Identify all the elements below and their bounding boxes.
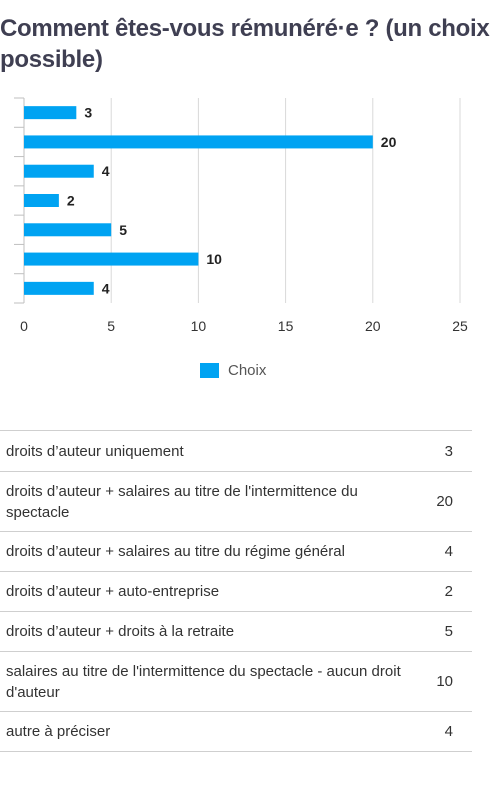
table-row: autre à préciser 4 — [0, 712, 472, 752]
table-row: droits d’auteur + auto-entreprise 2 — [0, 572, 472, 612]
bar — [24, 223, 112, 237]
x-tick-label: 25 — [452, 318, 468, 334]
x-tick-label: 15 — [278, 318, 294, 334]
data-label: 2 — [67, 193, 75, 209]
bar — [24, 252, 199, 266]
row-count: 4 — [444, 543, 453, 560]
row-count: 10 — [436, 673, 453, 690]
data-label: 4 — [102, 280, 110, 296]
x-tick-label: 10 — [191, 318, 207, 334]
row-label: droits d’auteur + droits à la retraite — [6, 623, 235, 640]
data-label: 10 — [206, 251, 222, 267]
bar — [24, 135, 373, 149]
row-count: 2 — [444, 583, 453, 600]
row-count: 20 — [436, 493, 453, 510]
row-label: droits d’auteur uniquement — [6, 442, 184, 460]
table-row: droits d’auteur + salaires au titre du r… — [0, 532, 472, 572]
row-label: droits d’auteur + salaires au titre du r… — [6, 543, 345, 560]
data-label: 20 — [381, 134, 397, 150]
results-table: droits d’auteur uniquement 3 droits d’au… — [0, 430, 472, 752]
bar — [24, 164, 94, 178]
row-label: salaires au titre de l'intermittence du … — [6, 662, 401, 701]
legend-label: Choix — [228, 362, 267, 379]
row-label: droits d’auteur + salaires au titre de l… — [6, 482, 358, 521]
x-tick-label: 20 — [365, 318, 381, 334]
data-label: 5 — [119, 222, 127, 238]
row-label: autre à préciser — [6, 723, 111, 740]
table-row: droits d’auteur + droits à la retraite 5 — [0, 612, 472, 652]
table-row: droits d’auteur + salaires au titre de l… — [0, 472, 472, 532]
bar — [24, 194, 59, 207]
bar — [24, 281, 94, 295]
data-label: 4 — [102, 163, 110, 179]
table-row: salaires au titre de l'intermittence du … — [0, 652, 472, 712]
row-count: 5 — [444, 623, 453, 640]
page-title: Comment êtes-vous rémunéré·e ? (un choix… — [0, 15, 490, 73]
data-label: 3 — [84, 105, 92, 121]
x-tick-label: 0 — [20, 318, 28, 334]
row-count: 3 — [444, 442, 453, 460]
x-tick-label: 5 — [107, 318, 115, 334]
row-count: 4 — [444, 723, 453, 740]
bar — [24, 106, 77, 120]
table-row: droits d’auteur uniquement 3 — [0, 431, 472, 472]
chart-legend[interactable]: Choix — [200, 362, 266, 379]
legend-swatch — [200, 363, 219, 378]
row-label: droits d’auteur + auto-entreprise — [6, 583, 220, 600]
